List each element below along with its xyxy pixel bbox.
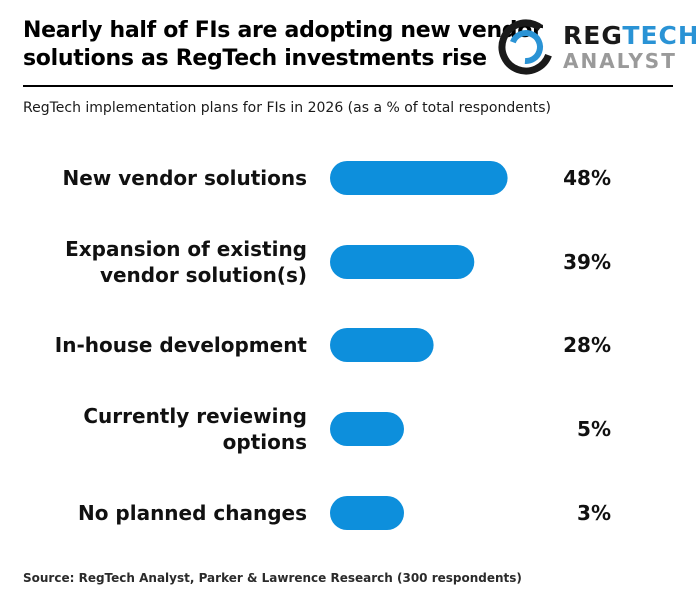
category-label-3-1: options [223,430,307,454]
title-line-1: Nearly half of FIs are adopting new vend… [23,18,543,43]
value-label-4: 3% [577,501,611,525]
category-label-2-0: In-house development [55,333,308,357]
logo-wordmark: REGTECH [563,21,696,50]
title-divider [23,85,673,87]
category-label-0-0: New vendor solutions [62,166,307,190]
value-label-3: 5% [577,417,611,441]
chart-subtitle: RegTech implementation plans for FIs in … [23,100,551,116]
bar-0 [330,161,508,195]
bar-3 [330,412,404,446]
value-label-1: 39% [563,250,611,274]
category-label-1-1: vendor solution(s) [100,263,307,287]
value-label-2: 28% [563,333,611,357]
category-label-4-0: No planned changes [78,501,307,525]
bar-2 [330,328,434,362]
bar-4 [330,496,404,530]
bar-1 [330,245,475,279]
logo-ring-icon [498,19,554,75]
bar-chart: New vendor solutions 48% Expansion of exis… [55,161,611,530]
chart-title: Nearly half of FIs are adopting new vend… [23,17,543,73]
category-label-3-0: Currently reviewing [83,404,307,428]
logo-subtext: ANALYST [563,49,677,73]
category-label-1-0: Expansion of existing [65,237,307,261]
value-label-0: 48% [563,166,611,190]
logo-tech-text: TECH [622,21,696,50]
logo-reg-text: REG [563,21,623,50]
title-line-2: solutions as RegTech investments rise [23,46,487,71]
regtech-analyst-logo: REGTECH ANALYST [497,18,696,76]
source-note: Source: RegTech Analyst, Parker & Lawren… [23,571,522,585]
